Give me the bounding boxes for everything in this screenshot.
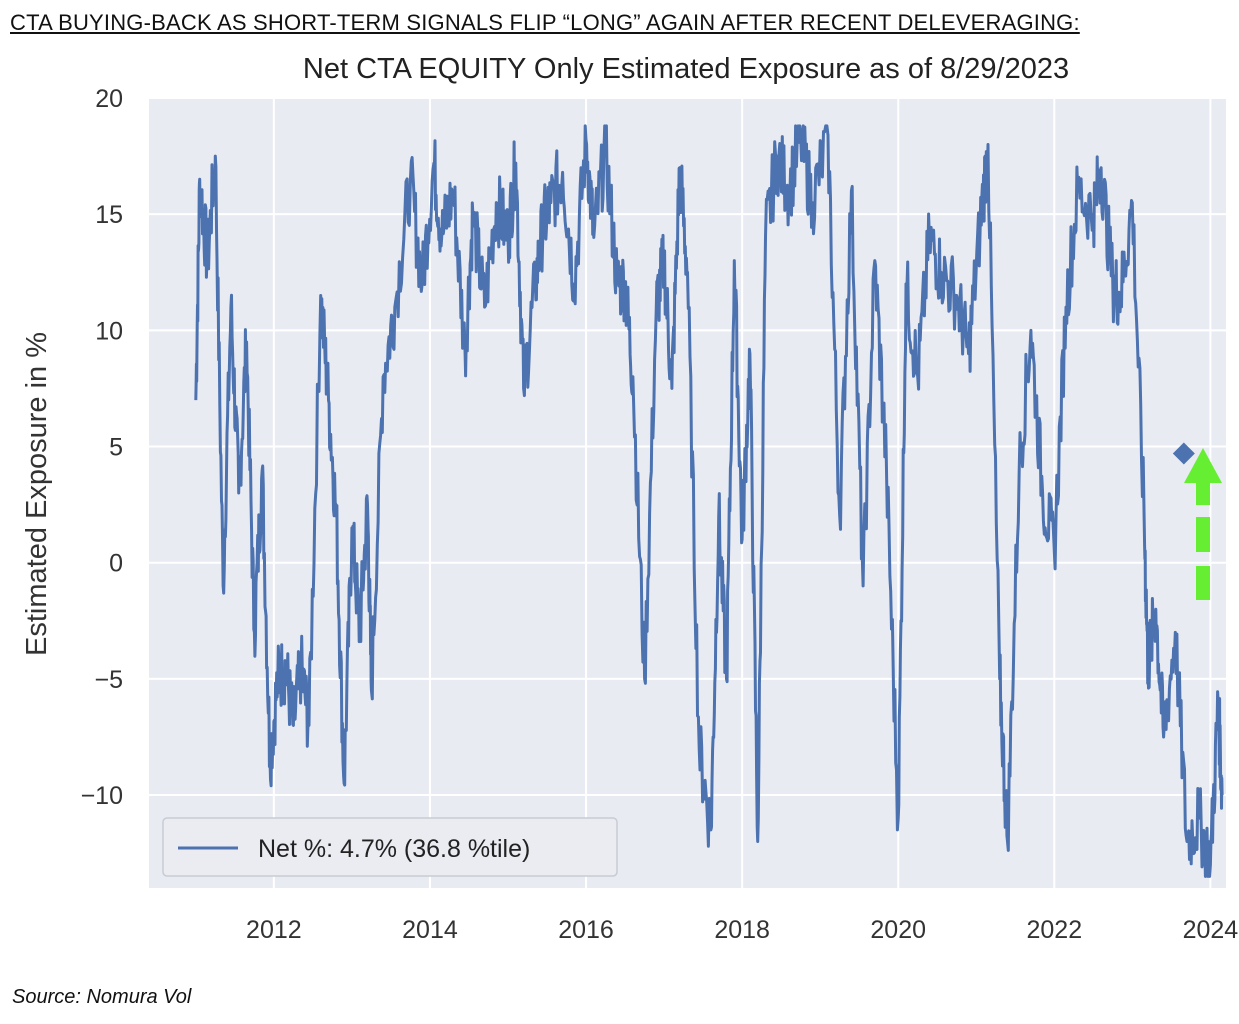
y-tick-label: −10 (81, 782, 123, 810)
x-axis: 2012 2014 2016 2018 2020 2022 2024 (246, 916, 1238, 944)
series-group (194, 124, 1224, 878)
x-tick-label: 2022 (1026, 916, 1082, 944)
x-tick-label: 2024 (1183, 916, 1239, 944)
chart-title: Net CTA EQUITY Only Estimated Exposure a… (303, 53, 1069, 85)
y-tick-label: 10 (95, 317, 123, 345)
arrow-dash (1196, 483, 1210, 505)
y-tick-label: 15 (95, 201, 123, 229)
y-axis: −10 −5 0 5 10 15 20 (81, 85, 123, 810)
legend: Net %: 4.7% (36.8 %tile) (162, 817, 618, 877)
plot-area (149, 98, 1226, 888)
legend-entry: Net %: 4.7% (36.8 %tile) (258, 835, 530, 863)
x-tick-label: 2020 (870, 916, 926, 944)
y-axis-label: Estimated Exposure in % (21, 332, 53, 656)
y-tick-label: 0 (109, 550, 123, 578)
x-tick-label: 2016 (558, 916, 614, 944)
arrow-dash (1196, 517, 1210, 552)
x-tick-label: 2012 (246, 916, 302, 944)
y-tick-label: 20 (95, 85, 123, 113)
x-tick-label: 2018 (714, 916, 770, 944)
headline: CTA BUYING-BACK AS SHORT-TERM SIGNALS FL… (10, 10, 1080, 35)
y-tick-label: 5 (109, 434, 123, 462)
last-value-marker (1172, 442, 1195, 465)
x-tick-label: 2014 (402, 916, 458, 944)
source-note: Source: Nomura Vol (12, 986, 192, 1008)
arrow-dash (1196, 566, 1210, 600)
y-tick-label: −5 (94, 666, 123, 694)
legend-box (162, 817, 618, 877)
series-line (194, 124, 1224, 878)
arrow-head (1184, 448, 1222, 483)
arrow-annotation (1184, 448, 1222, 600)
